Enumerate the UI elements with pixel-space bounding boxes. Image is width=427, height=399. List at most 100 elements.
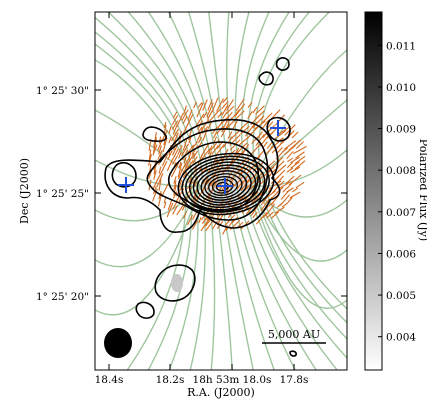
polarization-vector (255, 215, 265, 225)
polarization-vector (261, 116, 269, 124)
polarization-vector (167, 150, 173, 160)
polarization-vector (282, 187, 288, 193)
colorbar-tick-label: 0.005 (386, 290, 416, 302)
polarization-vector (232, 120, 238, 130)
polarization-vector (271, 211, 279, 219)
polarization-vector (294, 155, 306, 165)
contour-east (142, 126, 167, 142)
polarization-vector (207, 145, 213, 155)
contour-2 (146, 128, 269, 221)
polarization-vector (264, 160, 276, 170)
polarization-vector (187, 176, 193, 184)
polarization-vector (221, 104, 229, 116)
polarization-vector (182, 211, 188, 219)
polarization-vector (252, 211, 258, 219)
polarization-vector (197, 126, 203, 134)
polarization-vector (168, 126, 172, 134)
plot-frame (94, 11, 348, 371)
polarization-vector (188, 136, 192, 144)
colorbar-ticks: 0.011 0.010 0.009 0.008 0.007 0.006 0.005 0.004 (378, 40, 416, 344)
scale-bar-label: 5,000 AU (268, 328, 320, 341)
field-line (249, 185, 347, 262)
x-tick-label: 18h 53m 18.0s (193, 374, 272, 386)
polarization-vector (177, 144, 183, 156)
polarization-vector (240, 165, 250, 175)
polarization-vector (278, 125, 292, 135)
polarization-vector (200, 218, 210, 232)
polarization-vector (177, 162, 183, 178)
polarization-vector (229, 108, 241, 122)
polarization-vector (187, 129, 193, 141)
polarization-vector (153, 170, 157, 180)
polarization-vector (234, 103, 246, 117)
polarization-vector (172, 125, 178, 135)
polarization-vector (275, 175, 285, 185)
polarization-vector (252, 106, 258, 114)
x-tick-label: 18.2s (156, 374, 185, 386)
polarization-vector (244, 123, 256, 137)
contour-south (154, 264, 196, 302)
core-contours (177, 152, 275, 216)
polarization-vector (157, 150, 163, 160)
polarization-vector (289, 166, 301, 174)
polarization-vector (288, 139, 302, 151)
y-axis-ticks (95, 89, 347, 297)
polarization-vector (273, 130, 287, 140)
colorbar-tick-label: 0.008 (386, 165, 416, 177)
polarization-vector (279, 194, 291, 206)
polarization-vector (200, 143, 210, 157)
polarization-vector (156, 168, 164, 182)
polarization-vector (192, 140, 198, 150)
y-axis-label: Dec (J2000) (18, 158, 31, 224)
polarization-vector (281, 202, 289, 208)
polarization-vector (266, 211, 274, 219)
polarization-vector (255, 133, 265, 147)
contour-ne-c (266, 116, 291, 142)
polarization-vector (181, 165, 189, 175)
polarization-vector (225, 219, 235, 231)
polarization-vector (260, 198, 270, 212)
polarization-vector (222, 96, 228, 104)
polarization-vector (210, 173, 220, 187)
polarization-vector (256, 190, 264, 200)
polarization-vector (158, 136, 162, 144)
polarization-vector (156, 173, 164, 187)
polarization-vector (177, 170, 183, 180)
polarization-vector (172, 191, 178, 199)
polarization-vector (227, 131, 233, 139)
polarization-vector (289, 191, 301, 199)
polarization-vector (275, 180, 285, 190)
polarization-vector (275, 206, 285, 214)
polarization-vector (277, 147, 283, 153)
polarization-vector (291, 131, 299, 139)
polarization-vector (167, 199, 173, 211)
polarization-vector (207, 99, 213, 111)
field-line (249, 185, 347, 309)
polarization-vector (173, 176, 177, 184)
polarization-vector (220, 122, 230, 138)
polarization-vector (241, 121, 249, 129)
polarization-vector (172, 111, 178, 119)
core-contour (185, 158, 266, 211)
polarization-vector (293, 145, 307, 155)
polarization-vector (221, 148, 229, 162)
polarization-vector (268, 180, 282, 190)
contour-south-b (135, 301, 155, 319)
polarization-vector (274, 169, 286, 181)
polarization-vector (152, 144, 158, 156)
source-marker-northeast (270, 120, 286, 136)
polarization-vector (291, 187, 299, 193)
polarization-vector (287, 157, 293, 163)
contour-outer (104, 118, 281, 233)
polarization-vector (295, 141, 305, 149)
core-contour (181, 155, 270, 213)
polarization-vector (221, 164, 229, 176)
polarization-vector (188, 151, 192, 159)
polarization-vector (148, 170, 152, 180)
polarization-vector (211, 145, 219, 155)
polarization-vector (206, 102, 214, 118)
polarization-vector (217, 112, 223, 118)
polarization-vector (158, 179, 162, 191)
field-line (95, 109, 201, 187)
core-contour (196, 167, 252, 204)
